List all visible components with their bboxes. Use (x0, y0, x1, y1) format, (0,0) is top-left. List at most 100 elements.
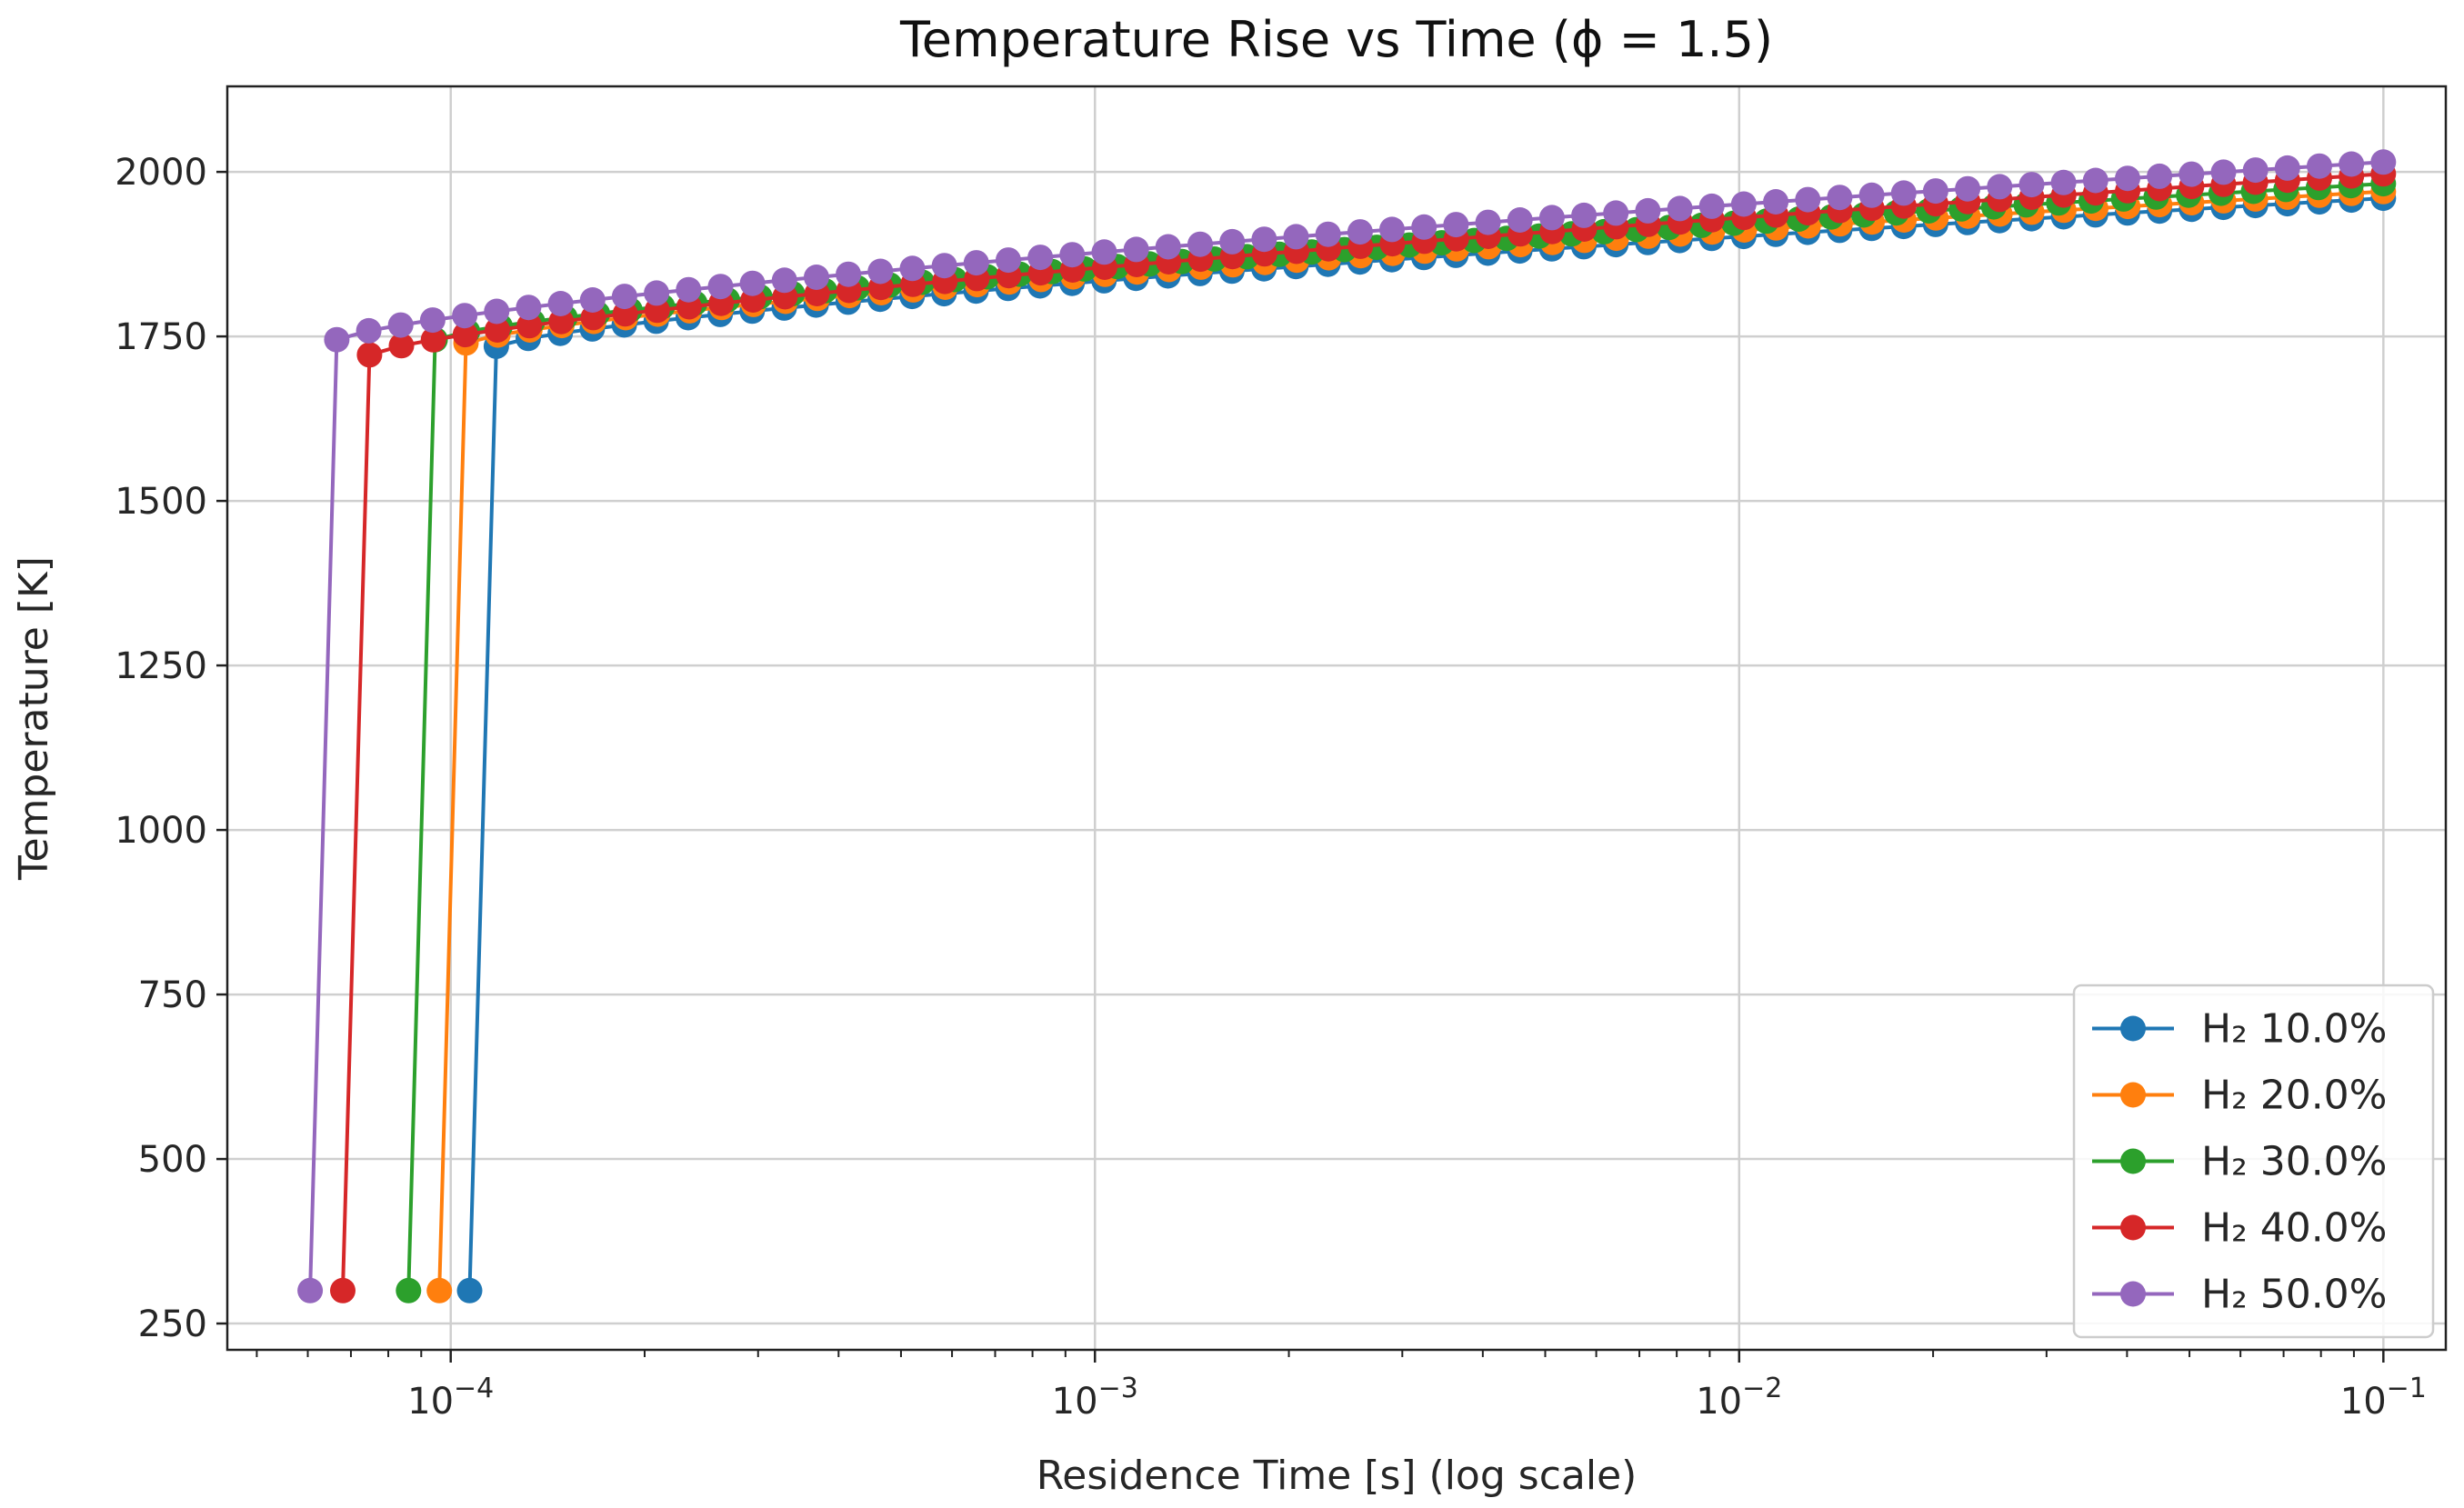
plot-frame (225, 85, 2448, 1352)
data-point (452, 303, 478, 329)
data-point (2082, 167, 2108, 194)
data-point (1603, 200, 1629, 226)
legend-entry: H₂ 20.0% (2092, 1073, 2388, 1119)
data-point (547, 291, 574, 316)
data-point (1667, 195, 1693, 222)
legend-entry: H₂ 10.0% (2092, 1006, 2388, 1053)
data-point (1730, 191, 1757, 217)
data-point (963, 250, 989, 276)
data-point (1955, 175, 1981, 202)
legend-swatch-marker (2120, 1082, 2146, 1108)
data-point (1379, 216, 1405, 243)
data-point (2210, 159, 2237, 185)
series-5 (297, 149, 2397, 1303)
x-tick-exponent: −2 (1742, 1373, 1782, 1404)
data-point (1987, 174, 2013, 200)
data-point (396, 1277, 422, 1303)
data-point (1571, 202, 1598, 228)
data-point (804, 265, 829, 290)
x-tick-label: 10−4 (407, 1373, 494, 1423)
x-tick-base: 10 (1696, 1381, 1742, 1423)
data-point (419, 307, 446, 334)
legend-label: H₂ 50.0% (2201, 1272, 2388, 1318)
data-point (548, 308, 575, 335)
data-point (1091, 239, 1117, 265)
x-tick-base: 10 (407, 1381, 454, 1423)
data-point (1251, 226, 1277, 253)
legend-entry: H₂ 40.0% (2092, 1205, 2388, 1252)
data-point (388, 333, 415, 359)
data-point (611, 284, 637, 310)
data-point (330, 1277, 356, 1303)
data-point (931, 253, 957, 279)
data-point (516, 313, 543, 339)
data-point (1219, 228, 1246, 255)
data-point (2307, 153, 2332, 179)
x-tick-exponent: −4 (454, 1373, 494, 1404)
y-tick-label: 2000 (115, 152, 207, 194)
legend-swatch-marker (2120, 1281, 2146, 1307)
x-tick-label: 10−2 (1696, 1373, 1782, 1423)
y-tick-label: 1000 (115, 810, 207, 852)
data-point (996, 247, 1021, 274)
y-axis-label: Temperature [K] (11, 556, 57, 881)
data-point (1443, 212, 1469, 238)
data-point (426, 1277, 453, 1303)
data-point (452, 322, 478, 348)
data-point (2274, 155, 2300, 181)
data-point (1858, 182, 1885, 208)
legend-box (2072, 984, 2435, 1339)
data-point (1795, 186, 1821, 213)
y-tick-label: 750 (138, 974, 207, 1016)
data-point (1475, 209, 1501, 235)
data-point (1059, 242, 1086, 268)
y-tick-label: 250 (138, 1303, 207, 1345)
x-tick-label: 10−1 (2340, 1373, 2427, 1423)
data-point (644, 280, 670, 306)
legend-label: H₂ 10.0% (2201, 1006, 2388, 1053)
data-point (356, 342, 383, 368)
data-point (1187, 231, 1213, 257)
chart-title: Temperature Rise vs Time (ϕ = 1.5) (899, 11, 1773, 68)
x-axis-label: Residence Time [s] (log scale) (1037, 1453, 1638, 1499)
data-point (516, 295, 542, 321)
data-point (1763, 189, 1789, 215)
data-point (1315, 221, 1341, 247)
data-point (899, 255, 926, 282)
data-point (1635, 197, 1661, 224)
legend-swatch-marker (2120, 1214, 2146, 1241)
x-tick-base: 10 (1052, 1381, 1098, 1423)
data-point (1827, 185, 1853, 211)
y-tick-label: 1500 (115, 481, 207, 523)
data-point (1411, 214, 1437, 240)
x-tick-exponent: −3 (1098, 1373, 1138, 1404)
legend-label: H₂ 40.0% (2201, 1205, 2388, 1252)
data-point (485, 317, 510, 343)
data-point (1698, 193, 1725, 219)
data-point (456, 1277, 483, 1303)
data-point (836, 261, 862, 287)
legend-entry: H₂ 30.0% (2092, 1139, 2388, 1185)
data-point (2115, 165, 2140, 192)
data-point (484, 298, 510, 325)
legend-label: H₂ 30.0% (2201, 1139, 2388, 1185)
data-point (297, 1277, 324, 1303)
data-point (867, 258, 894, 285)
data-point (2339, 151, 2365, 177)
data-point (2018, 172, 2045, 198)
legend: H₂ 10.0% H₂ 20.0% H₂ 30.0% H₂ 40.0% H₂ 50.0% (2072, 984, 2435, 1339)
data-point (324, 326, 350, 353)
data-point (771, 267, 797, 294)
data-point (2050, 169, 2077, 195)
series-layer (297, 149, 2397, 1303)
data-point (1283, 224, 1309, 250)
data-point (387, 312, 414, 338)
data-point (2179, 161, 2205, 187)
data-point (1890, 180, 1917, 206)
data-point (579, 287, 606, 313)
data-point (2147, 163, 2173, 189)
data-point (1123, 236, 1149, 263)
data-point (420, 326, 446, 353)
data-point (356, 317, 382, 344)
